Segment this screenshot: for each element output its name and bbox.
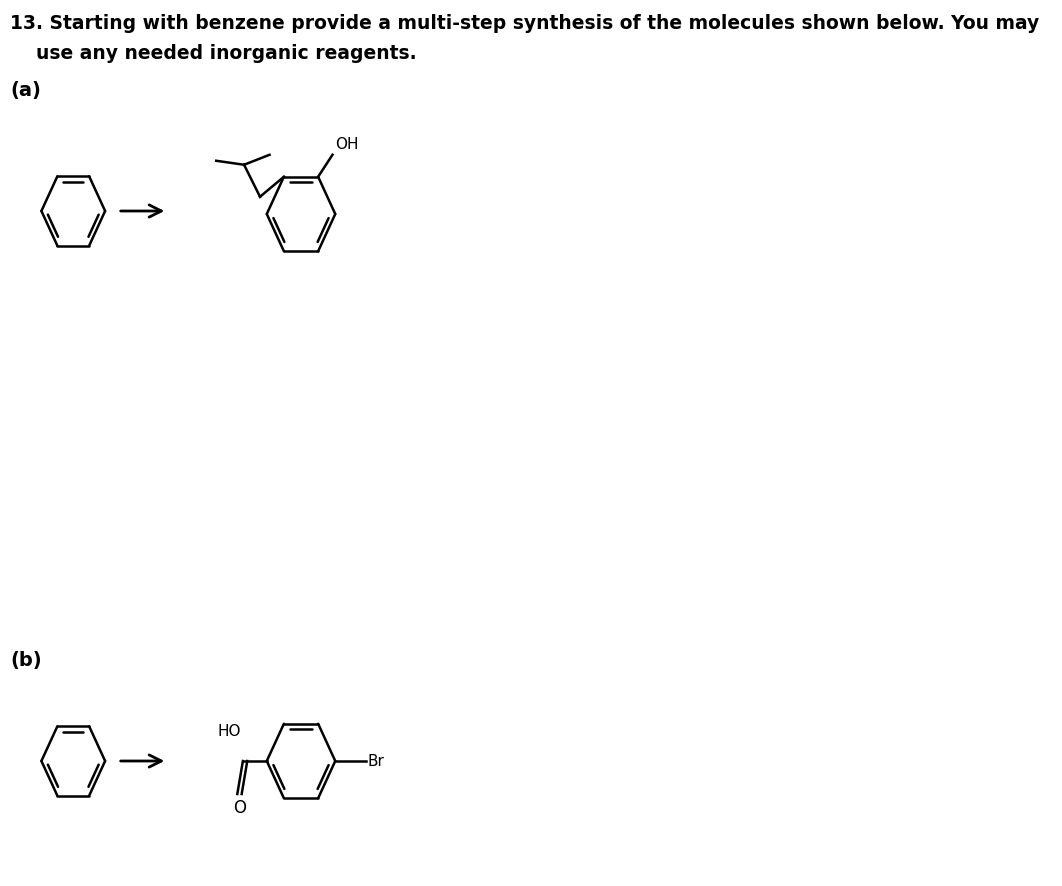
Text: HO: HO [218, 724, 241, 739]
Text: Br: Br [367, 753, 384, 768]
Text: OH: OH [335, 136, 358, 152]
Text: 13. Starting with benzene provide a multi-step synthesis of the molecules shown : 13. Starting with benzene provide a mult… [11, 14, 1040, 33]
Text: (a): (a) [11, 81, 41, 100]
Text: use any needed inorganic reagents.: use any needed inorganic reagents. [11, 44, 417, 63]
Text: O: O [233, 799, 246, 817]
Text: (b): (b) [11, 651, 42, 670]
